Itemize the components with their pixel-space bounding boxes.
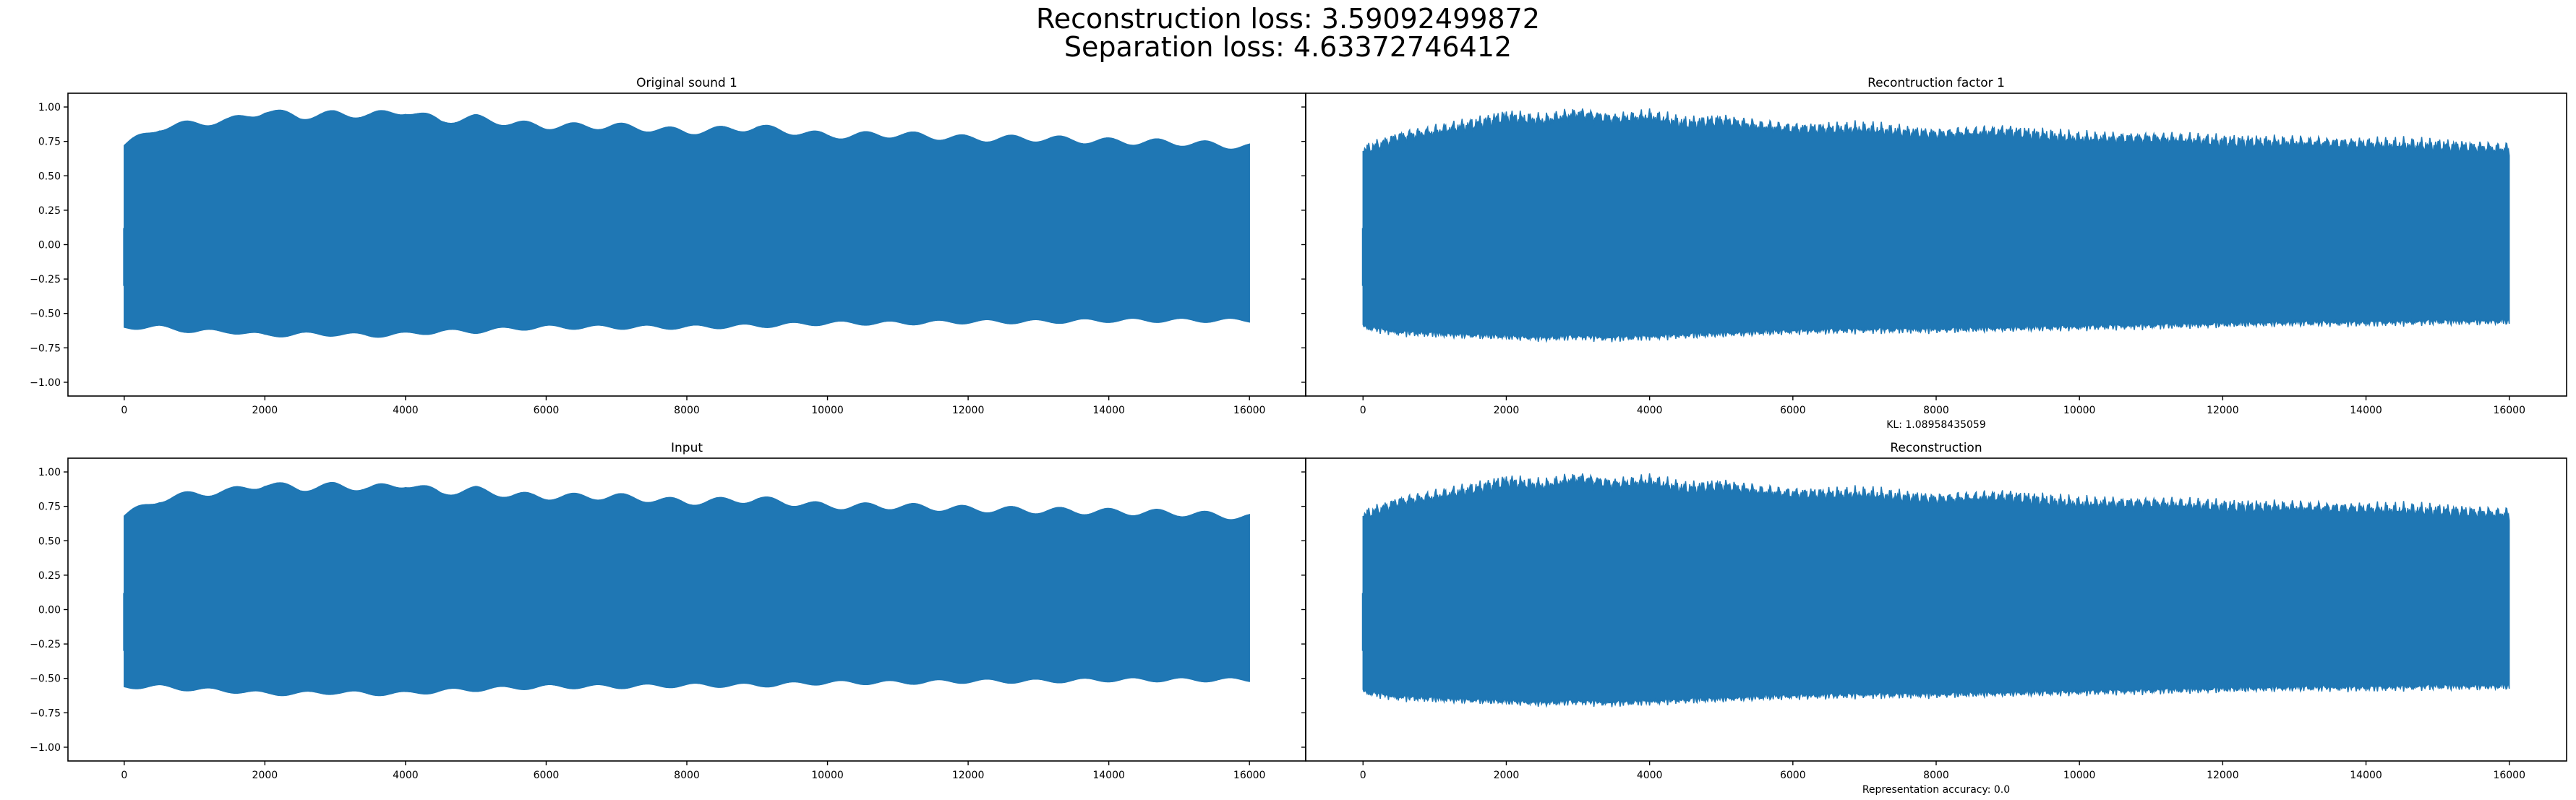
y-tick-label: 0.75 xyxy=(38,502,61,513)
y-tick-label: 0.25 xyxy=(38,205,61,217)
subplot-1: Original sound 1 0 2000 4000 6000 8000 10000 12… xyxy=(30,76,1306,416)
x-tick-label: 12000 xyxy=(952,770,985,781)
x-tick-label: 0 xyxy=(1360,770,1366,781)
y-tick-label: −1.00 xyxy=(30,377,61,389)
x-tick-label: 6000 xyxy=(534,405,560,416)
waveform-series xyxy=(1362,473,2510,708)
x-tick-label: 10000 xyxy=(2063,405,2096,416)
x-tick-label: 0 xyxy=(121,770,127,781)
x-tick-label: 0 xyxy=(121,405,127,416)
subplot-title: Reconstruction xyxy=(1890,441,1982,455)
y-tick-label: 0.00 xyxy=(38,240,61,251)
x-tick-label: 8000 xyxy=(1923,770,1949,781)
x-tick-label: 8000 xyxy=(674,770,700,781)
x-tick-label: 12000 xyxy=(2207,770,2239,781)
waveform-series xyxy=(1362,108,2510,343)
x-tick-label: 0 xyxy=(1360,405,1366,416)
y-tick-label: 0.50 xyxy=(38,171,61,182)
x-tick-label: 4000 xyxy=(1637,405,1663,416)
subplot-title: Input xyxy=(671,441,703,455)
y-tick-label: −0.50 xyxy=(30,309,61,320)
x-tick-label: 2000 xyxy=(1494,770,1520,781)
x-tick-label: 14000 xyxy=(2350,770,2382,781)
x-tick-label: 6000 xyxy=(1780,770,1806,781)
subplot-2: Recontruction factor 1 0 2000 4000 6000 8000 1… xyxy=(1301,76,2567,431)
waveform-series xyxy=(124,109,1250,338)
waveform-series xyxy=(124,481,1250,697)
x-tick-label: 14000 xyxy=(2350,405,2382,416)
x-tick-label: 16000 xyxy=(2493,405,2525,416)
x-tick-label: 14000 xyxy=(1092,405,1125,416)
y-tick-label: −1.00 xyxy=(30,742,61,754)
x-axis-label: Representation accuracy: 0.0 xyxy=(1862,784,2010,796)
x-tick-label: 2000 xyxy=(252,405,278,416)
x-tick-label: 10000 xyxy=(2063,770,2096,781)
x-tick-label: 12000 xyxy=(952,405,985,416)
y-tick-label: 0.25 xyxy=(38,570,61,582)
x-tick-label: 2000 xyxy=(1494,405,1520,416)
figure-suptitle-reconstruction-loss: Reconstruction loss: 3.59092499872 xyxy=(1036,3,1540,35)
x-tick-label: 14000 xyxy=(1092,770,1125,781)
x-tick-label: 12000 xyxy=(2207,405,2239,416)
x-tick-label: 16000 xyxy=(1233,770,1266,781)
y-tick-label: −0.75 xyxy=(30,707,61,719)
y-tick-label: −0.50 xyxy=(30,674,61,685)
y-tick-label: −0.25 xyxy=(30,639,61,650)
x-tick-label: 8000 xyxy=(674,405,700,416)
x-tick-label: 10000 xyxy=(811,770,844,781)
x-tick-label: 4000 xyxy=(393,770,419,781)
y-tick-label: −0.75 xyxy=(30,343,61,354)
y-tick-label: 1.00 xyxy=(38,102,61,113)
x-tick-label: 8000 xyxy=(1923,405,1949,416)
x-tick-label: 4000 xyxy=(393,405,419,416)
y-tick-label: −0.25 xyxy=(30,274,61,285)
x-tick-label: 4000 xyxy=(1637,770,1663,781)
x-tick-label: 10000 xyxy=(811,405,844,416)
subplot-4: Reconstruction 0 2000 4000 6000 8000 10000 1200… xyxy=(1301,441,2567,796)
y-tick-label: 1.00 xyxy=(38,467,61,478)
figure-suptitle-separation-loss: Separation loss: 4.63372746412 xyxy=(1064,31,1512,63)
y-tick-label: 0.00 xyxy=(38,605,61,616)
x-tick-label: 6000 xyxy=(1780,405,1806,416)
x-tick-label: 16000 xyxy=(1233,405,1266,416)
y-tick-label: 0.50 xyxy=(38,536,61,547)
y-tick-label: 0.75 xyxy=(38,137,61,148)
subplot-3: Input 0 2000 4000 6000 8000 10000 12000 14000 160… xyxy=(30,441,1306,781)
x-tick-label: 16000 xyxy=(2493,770,2525,781)
x-tick-label: 6000 xyxy=(534,770,560,781)
subplot-title: Recontruction factor 1 xyxy=(1867,76,2005,90)
x-axis-label: KL: 1.08958435059 xyxy=(1886,419,1985,431)
subplot-title: Original sound 1 xyxy=(636,76,737,90)
x-tick-label: 2000 xyxy=(252,770,278,781)
